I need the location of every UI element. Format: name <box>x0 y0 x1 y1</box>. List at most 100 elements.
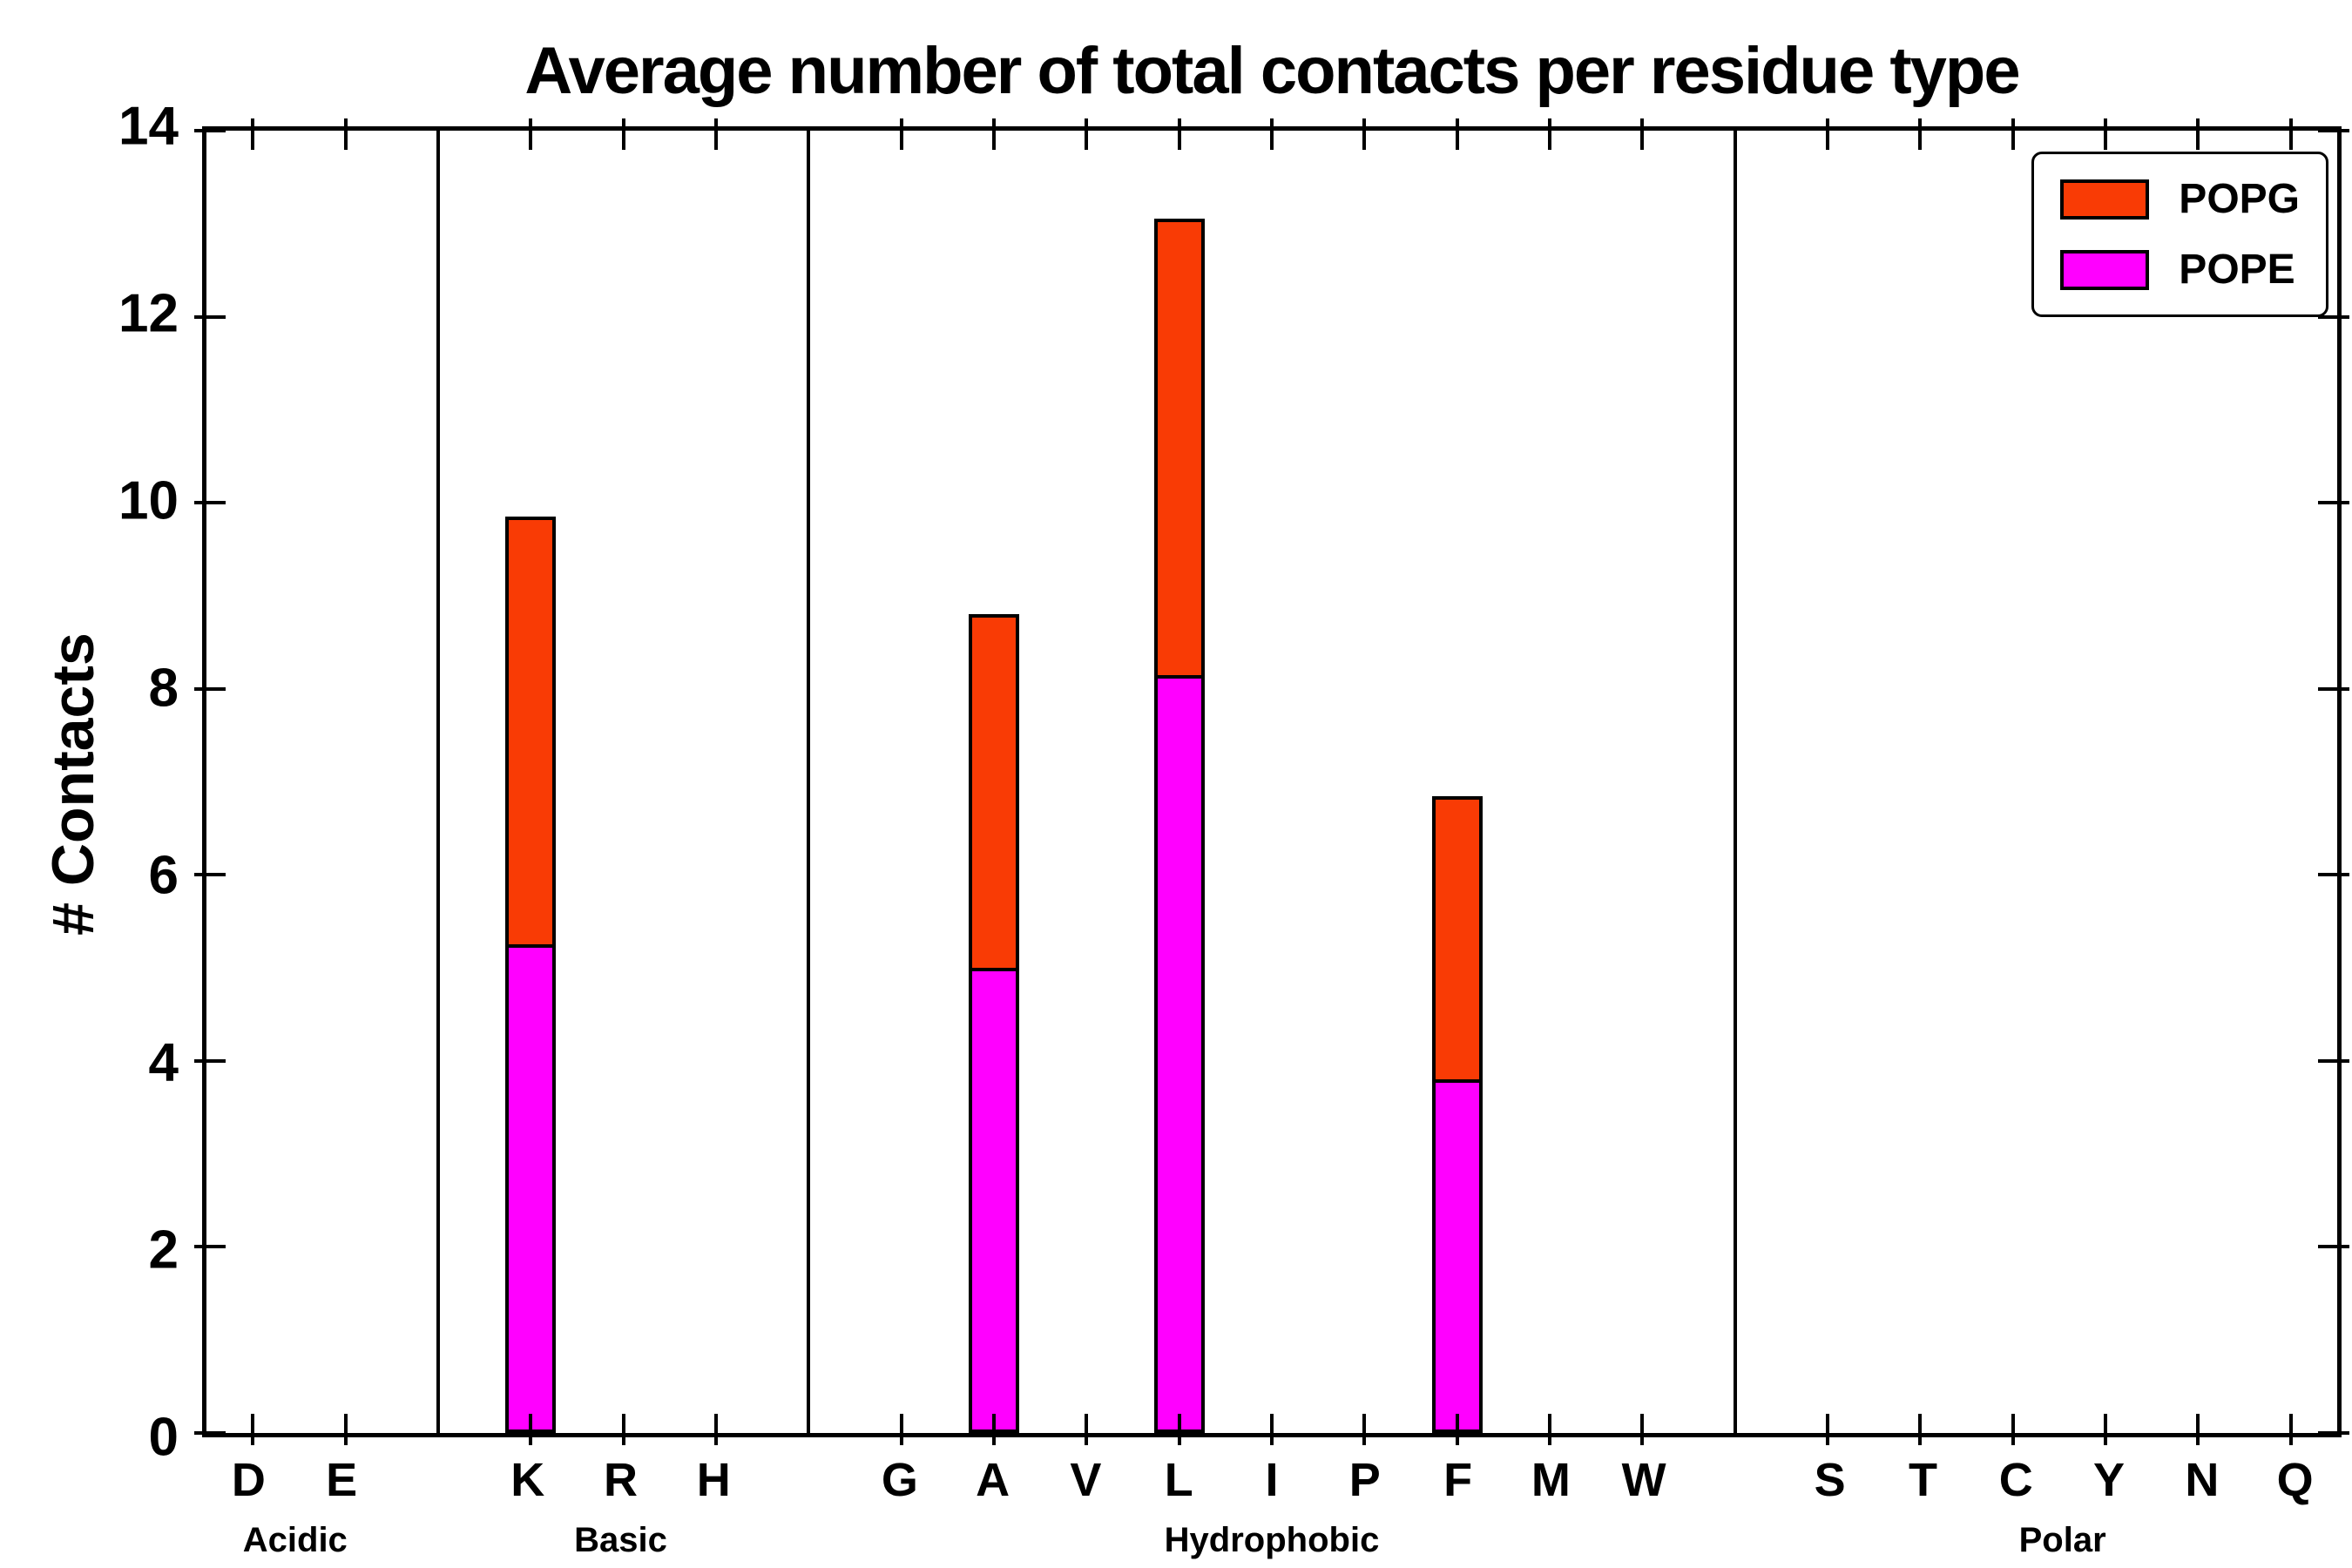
x-tick-mark <box>1640 118 1645 150</box>
y-tick-label-4: 4 <box>148 1032 179 1093</box>
x-tick-label-R: R <box>604 1454 639 1506</box>
bar-segment-A-POPG <box>968 614 1019 972</box>
group-label-Polar: Polar <box>2018 1521 2106 1559</box>
x-tick-mark <box>2196 118 2200 150</box>
y-tick-label-10: 10 <box>118 470 179 531</box>
x-tick-label-F: F <box>1443 1454 1473 1506</box>
y-tick-label-14: 14 <box>118 96 179 157</box>
x-tick-label-Q: Q <box>2276 1454 2314 1506</box>
x-tick-mark <box>1918 1414 1923 1445</box>
x-tick-label-E: E <box>326 1454 358 1506</box>
x-tick-label-D: D <box>231 1454 266 1506</box>
x-tick-mark <box>1826 1414 1830 1445</box>
plot-area: POPG POPE <box>194 118 2349 1445</box>
group-label-Acidic: Acidic <box>242 1521 348 1559</box>
chart-title: Average number of total contacts per res… <box>524 34 2020 108</box>
x-tick-mark <box>1455 118 1459 150</box>
x-tick-mark <box>1362 1414 1367 1445</box>
group-divider <box>1733 131 1737 1433</box>
bar-segment-F-POPE <box>1431 1079 1483 1433</box>
legend-swatch-POPG <box>2060 179 2150 220</box>
x-tick-mark <box>2104 118 2108 150</box>
x-tick-mark <box>1177 118 1181 150</box>
x-tick-mark <box>529 118 533 150</box>
y-tick-label-12: 12 <box>118 283 179 344</box>
x-tick-mark <box>621 118 625 150</box>
x-tick-label-L: L <box>1164 1454 1193 1506</box>
x-tick-label-I: I <box>1265 1454 1279 1506</box>
x-tick-label-H: H <box>696 1454 731 1506</box>
x-tick-label-Y: Y <box>2093 1454 2126 1506</box>
y-tick-label-2: 2 <box>148 1220 179 1281</box>
legend: POPG POPE <box>2031 152 2328 317</box>
x-tick-mark <box>343 1414 348 1445</box>
x-tick-mark <box>1640 1414 1645 1445</box>
y-tick-label-6: 6 <box>148 845 179 906</box>
legend-swatch-POPE <box>2060 249 2150 290</box>
group-label-Basic: Basic <box>574 1521 667 1559</box>
y-tick-mark <box>2318 1058 2349 1063</box>
y-tick-mark <box>2318 314 2349 319</box>
x-tick-mark <box>2011 118 2015 150</box>
x-tick-label-S: S <box>1814 1454 1846 1506</box>
x-tick-mark <box>1085 118 1089 150</box>
x-tick-mark <box>1548 118 1552 150</box>
bar-segment-L-POPG <box>1153 219 1205 679</box>
bar-segment-K-POPG <box>505 517 557 949</box>
y-tick-mark <box>194 314 226 319</box>
x-tick-mark <box>1270 118 1274 150</box>
x-tick-mark <box>251 118 255 150</box>
y-tick-mark <box>194 501 226 505</box>
x-tick-label-V: V <box>1070 1454 1102 1506</box>
y-tick-mark <box>194 1058 226 1063</box>
x-tick-mark <box>529 1414 533 1445</box>
y-tick-mark <box>194 1245 226 1249</box>
x-tick-mark <box>991 1414 996 1445</box>
x-tick-mark <box>1918 118 1923 150</box>
x-tick-mark <box>2288 118 2293 150</box>
bar-segment-A-POPE <box>968 968 1019 1433</box>
group-divider <box>436 131 440 1433</box>
x-tick-mark <box>1362 118 1367 150</box>
x-tick-label-A: A <box>976 1454 1010 1506</box>
bar-segment-K-POPE <box>505 944 557 1433</box>
x-tick-mark <box>2288 1414 2293 1445</box>
x-tick-label-M: M <box>1531 1454 1571 1506</box>
x-tick-mark <box>251 1414 255 1445</box>
x-tick-label-K: K <box>510 1454 545 1506</box>
bar-segment-F-POPG <box>1431 795 1483 1084</box>
x-tick-mark <box>621 1414 625 1445</box>
x-tick-label-W: W <box>1621 1454 1666 1506</box>
y-tick-mark <box>2318 129 2349 132</box>
y-tick-label-8: 8 <box>148 658 179 719</box>
y-tick-mark <box>2318 1245 2349 1249</box>
x-tick-mark <box>1548 1414 1552 1445</box>
x-tick-label-N: N <box>2185 1454 2220 1506</box>
x-tick-mark <box>1826 118 1830 150</box>
y-tick-mark <box>2318 501 2349 505</box>
x-tick-mark <box>1177 1414 1181 1445</box>
group-label-Hydrophobic: Hydrophobic <box>1164 1521 1380 1559</box>
x-tick-mark <box>1085 1414 1089 1445</box>
x-tick-mark <box>2104 1414 2108 1445</box>
y-tick-mark <box>2318 1431 2349 1435</box>
y-tick-mark <box>194 873 226 877</box>
y-tick-mark <box>194 1431 226 1435</box>
bar-segment-L-POPE <box>1153 674 1205 1433</box>
x-tick-label-C: C <box>1998 1454 2033 1506</box>
x-tick-mark <box>343 118 348 150</box>
y-tick-label-0: 0 <box>148 1407 179 1468</box>
y-tick-mark <box>2318 873 2349 877</box>
y-tick-mark <box>2318 686 2349 691</box>
x-tick-mark <box>991 118 996 150</box>
x-tick-mark <box>2011 1414 2015 1445</box>
x-tick-label-P: P <box>1348 1454 1381 1506</box>
x-tick-label-G: G <box>881 1454 918 1506</box>
x-tick-mark <box>899 118 903 150</box>
y-tick-mark <box>194 686 226 691</box>
group-divider <box>807 131 811 1433</box>
x-tick-mark <box>1455 1414 1459 1445</box>
x-tick-mark <box>2196 1414 2200 1445</box>
x-tick-label-T: T <box>1908 1454 1937 1506</box>
